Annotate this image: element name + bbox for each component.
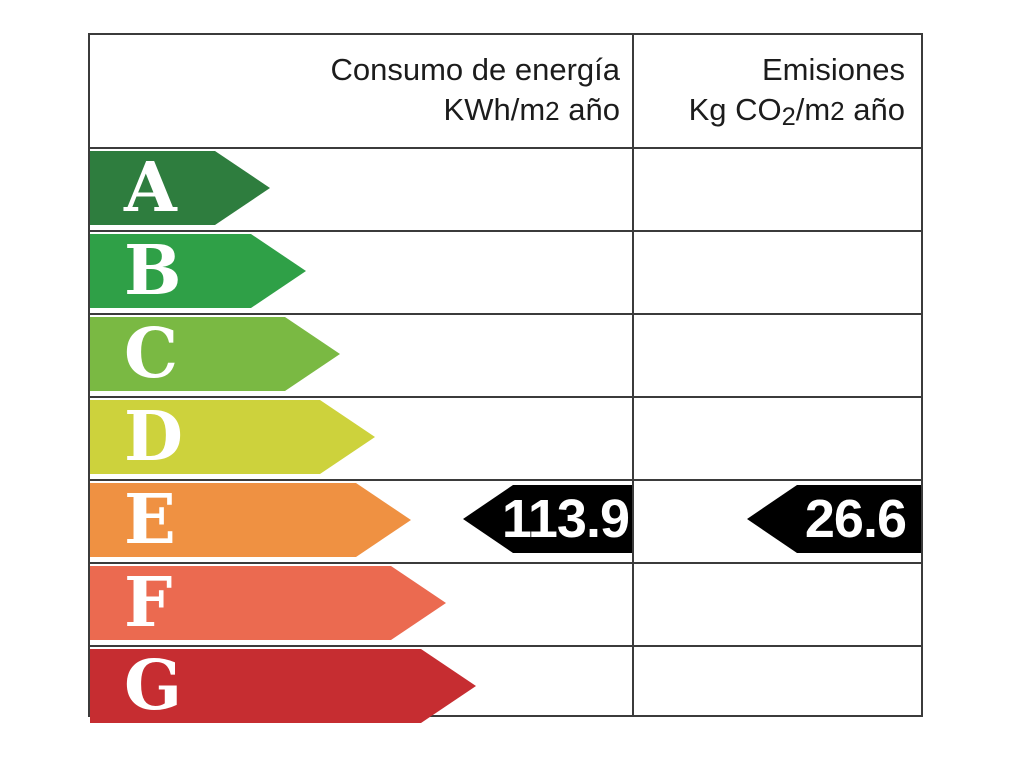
rating-row-b: B <box>90 234 921 315</box>
rating-row-a: A <box>90 151 921 232</box>
column-divider <box>632 35 634 715</box>
consumo-header-line1: Consumo de energía <box>330 52 620 87</box>
rating-arrow-a: A <box>90 151 270 225</box>
co2-subscript: 2 <box>781 102 796 131</box>
emisiones-header-line1: Emisiones <box>762 52 905 87</box>
emisiones-header-line2: Kg CO2/m2 año <box>688 92 905 131</box>
rating-arrow-d: D <box>90 400 375 474</box>
energy-rating-table: Consumo de energía KWh/m2 año Emisiones … <box>88 33 923 717</box>
consumo-value: 113.9 <box>501 489 630 549</box>
rating-letter-d: D <box>124 397 183 477</box>
rating-letter-a: A <box>124 148 177 228</box>
emisiones-value: 26.6 <box>804 489 907 549</box>
rating-row-c: C <box>90 317 921 398</box>
rating-arrow-f: F <box>90 566 446 640</box>
consumo-header-line2: KWh/m2 año <box>443 92 620 127</box>
rating-rows: A B C D E <box>90 151 921 729</box>
rating-arrow-g: G <box>90 649 476 723</box>
rating-letter-b: B <box>124 231 182 311</box>
rating-row-g: G <box>90 649 921 729</box>
column-header-emisiones: Emisiones Kg CO2/m2 año <box>634 35 921 147</box>
rating-arrow-e: E <box>90 483 411 557</box>
rating-row-d: D <box>90 400 921 481</box>
rating-row-e: E <box>90 483 921 564</box>
column-header-consumo: Consumo de energía KWh/m2 año <box>90 35 634 147</box>
rating-letter-g: G <box>124 646 183 726</box>
rating-letter-e: E <box>124 480 176 560</box>
rating-letter-c: C <box>124 314 179 394</box>
squared-symbol: 2 <box>545 96 560 126</box>
rating-letter-f: F <box>124 563 173 643</box>
rating-arrow-b: B <box>90 234 306 308</box>
table-header-row: Consumo de energía KWh/m2 año Emisiones … <box>90 35 921 149</box>
squared-symbol: 2 <box>830 96 845 126</box>
rating-arrow-c: C <box>90 317 340 391</box>
rating-row-f: F <box>90 566 921 647</box>
